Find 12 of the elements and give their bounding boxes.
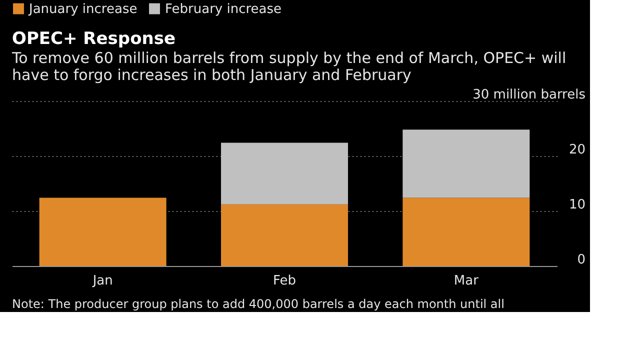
chart-subtitle: To remove 60 million barrels from supply by the end of March, OPEC+ will have to forgo increases in both January and February <box>11 49 566 84</box>
x-tick-label: Jan <box>92 274 113 288</box>
legend-label: February increase <box>165 2 282 17</box>
y-tick-label: 30 million barrels <box>472 88 586 102</box>
x-tick-label: Feb <box>272 274 296 288</box>
y-tick-label: 0 <box>577 252 586 268</box>
y-tick-label: 20 <box>568 142 586 158</box>
chart-title: OPEC+ Response <box>12 29 176 49</box>
x-tick-label: Mar <box>454 274 480 288</box>
legend-label: January increase <box>28 2 138 17</box>
y-tick-label: 10 <box>568 198 586 212</box>
text: Note: The producer group plans to add 400,000 barrels a day each month until all <box>12 297 504 311</box>
